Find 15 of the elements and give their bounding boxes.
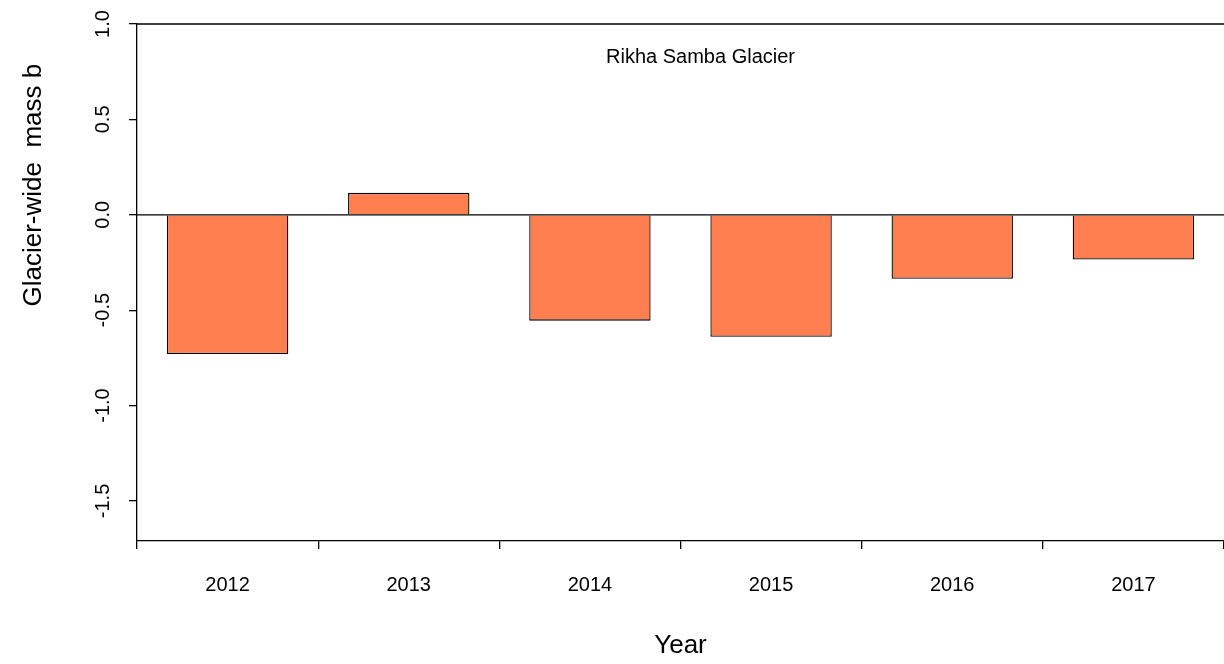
y-tick-label: 0.0 xyxy=(90,200,113,229)
text: Rikha Samba Glacier xyxy=(606,44,796,67)
y-tick-label: -1.0 xyxy=(90,388,113,423)
x-tick-label: 2013 xyxy=(386,572,431,595)
y-tick-label: 0.5 xyxy=(90,105,113,134)
y-tick-label: -0.5 xyxy=(90,292,113,328)
x-tick-label: 2016 xyxy=(930,572,975,595)
x-tick-label: 2015 xyxy=(748,572,794,595)
y-axis-title: Glacier-wide mass b xyxy=(17,63,48,307)
x-axis-title: Year xyxy=(654,629,708,660)
y-tick-label: -1.5 xyxy=(90,483,113,519)
y-tick-label: 1.0 xyxy=(90,10,113,38)
x-tick-label: 2012 xyxy=(205,572,250,595)
x-tick-label: 2014 xyxy=(567,572,613,595)
x-tick-label: 2017 xyxy=(1111,572,1156,595)
